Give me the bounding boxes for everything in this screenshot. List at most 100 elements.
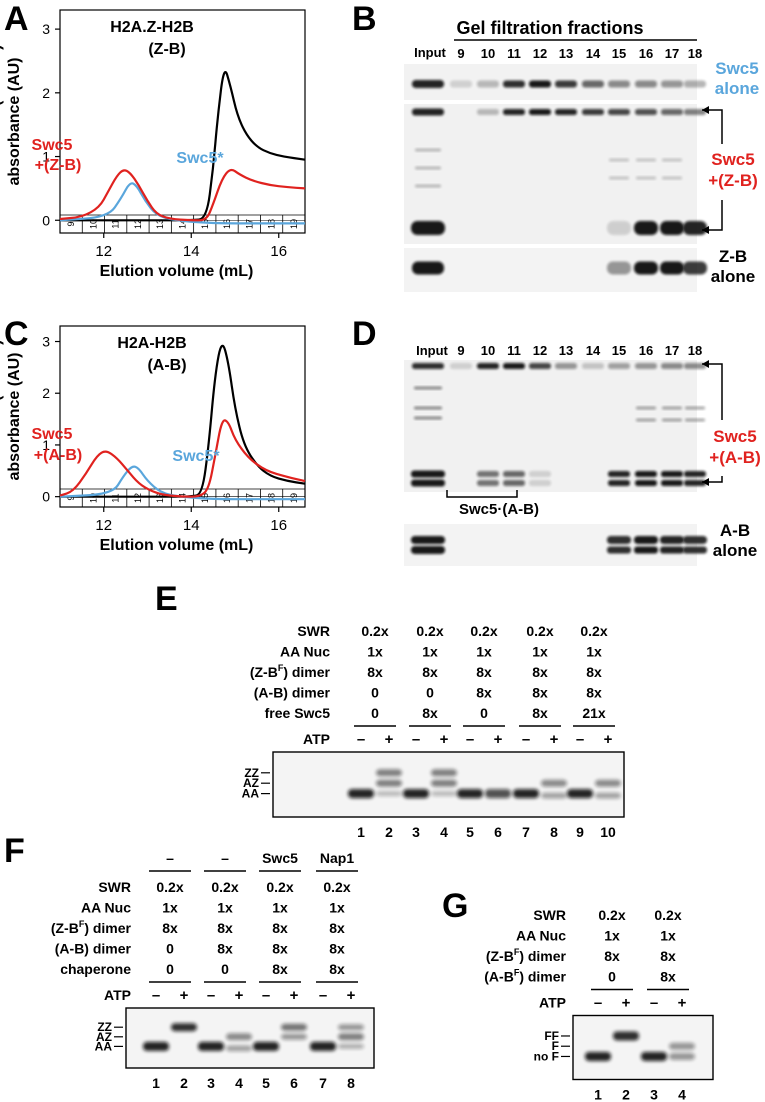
band-minor [415,166,441,170]
atp-label: ATP [303,731,330,747]
fraction-tick-label: 14 [178,493,188,503]
fraction-label: 10 [481,46,495,61]
label-swc5-ab-2: +(A-B) [709,448,760,467]
row-value: 8x [329,961,345,977]
label-red-series-2: +(Z-B) [35,157,82,174]
y-axis-label-1: Relative UV (280nm) [0,45,4,199]
band-ab [608,480,630,486]
gel-strip-swc5-zb [404,104,697,244]
chart-subtitle: (A-B) [147,357,186,374]
atp-plus: + [347,987,356,1004]
row-value: 8x [422,664,438,680]
band-ab-alone [634,546,658,554]
chaperone-group-label: Swc5 [262,850,298,866]
band-zb-alone [634,261,658,275]
lane-number: 3 [412,824,420,840]
band-minor [662,418,682,422]
row-value: 0.2x [416,623,443,639]
band-ab [477,471,499,477]
atp-minus: – [262,987,270,1004]
band-zb [660,221,684,235]
atp-minus: – [207,987,215,1004]
label-swc5-alone-2: alone [715,79,759,98]
fraction-tick-label: 9 [66,221,76,226]
band-swc5-ab [529,363,551,369]
atp-minus: – [650,995,658,1012]
row-label: chaperone [60,961,131,977]
gel-filtration-header: Gel filtration fractions [456,18,643,38]
assay-band [310,1041,336,1051]
assay-band [613,1031,639,1041]
fraction-tick-label: 13 [155,219,165,229]
atp-minus: – [319,987,327,1004]
band-ab [503,471,525,477]
lane-number: 1 [594,1087,602,1102]
label-swc5-alone-1: Swc5 [715,59,758,78]
row-value: 8x [660,969,676,985]
lane-number: 9 [576,824,584,840]
band-zb [634,221,658,235]
band-ab [529,471,551,477]
label-zb-alone-2: alone [711,267,755,286]
band-input [412,108,444,116]
row-value: 21x [582,705,606,721]
y-tick-label: 3 [42,21,50,37]
row-value: 0.2x [598,907,625,923]
fraction-tick-label: 18 [267,493,277,503]
row-value: 8x [532,705,548,721]
band-input [411,221,445,235]
band-minor [685,406,705,410]
lane-number: 5 [466,824,474,840]
row-value: 8x [532,664,548,680]
assay-band [431,791,457,797]
fraction-label: 18 [688,46,702,61]
lane-number: 6 [290,1075,298,1091]
band-ab [684,471,706,477]
assay-band [338,1033,364,1041]
band-swc5-alone [635,80,657,88]
atp-label: ATP [539,995,566,1011]
panel-d: Input 9 10 11 12 13 14 15 16 17 18 Swc5 +(A-B) Sw… [404,343,761,566]
atp-minus: – [522,731,530,748]
band-swc5-ab [582,363,604,369]
band-swc5-ab [477,363,499,369]
fraction-label: 17 [665,46,679,61]
row-label: (A-BF) dimer [484,968,566,985]
label-complex: Swc5·(A-B) [459,501,539,518]
row-label-sup: F [79,919,85,929]
band-label: no F [534,1049,559,1063]
atp-plus: + [678,995,687,1012]
panel-letter-a: A [4,0,29,38]
assay-band [595,779,621,787]
band-minor [414,406,442,410]
input-label: Input [414,45,446,60]
row-value: 8x [272,961,288,977]
lane-number: 4 [678,1087,686,1102]
series-black [60,71,306,222]
fraction-tick-label: 12 [133,493,143,503]
lane-number: 10 [600,824,616,840]
y-tick-label: 3 [42,334,50,350]
band-label: AZ [243,776,259,790]
x-axis-label: Elution volume (mL) [100,263,254,280]
fraction-label: 12 [533,46,547,61]
row-value: 0 [166,941,174,957]
row-value: 1x [532,644,548,660]
row-label-a: (Z-B [486,948,514,964]
chaperone-group-label: – [166,850,174,866]
fraction-label: 17 [665,343,679,358]
label-blue-series: Swc5* [176,150,224,167]
atp-plus: + [440,731,449,748]
plot-frame [59,325,306,508]
band-swc5-alone [661,80,683,88]
band-swc5-ab [450,363,472,369]
assay-band [198,1041,224,1051]
chart-title: H2A-H2B [117,335,186,352]
row-value: 0.2x [211,879,238,895]
fraction-label: 14 [586,46,601,61]
row-value: 8x [367,664,383,680]
row-label-a: (Z-B [51,920,79,936]
row-value: 0.2x [361,623,388,639]
lane-number: 6 [494,824,502,840]
label-swc5-ab-1: Swc5 [713,427,756,446]
